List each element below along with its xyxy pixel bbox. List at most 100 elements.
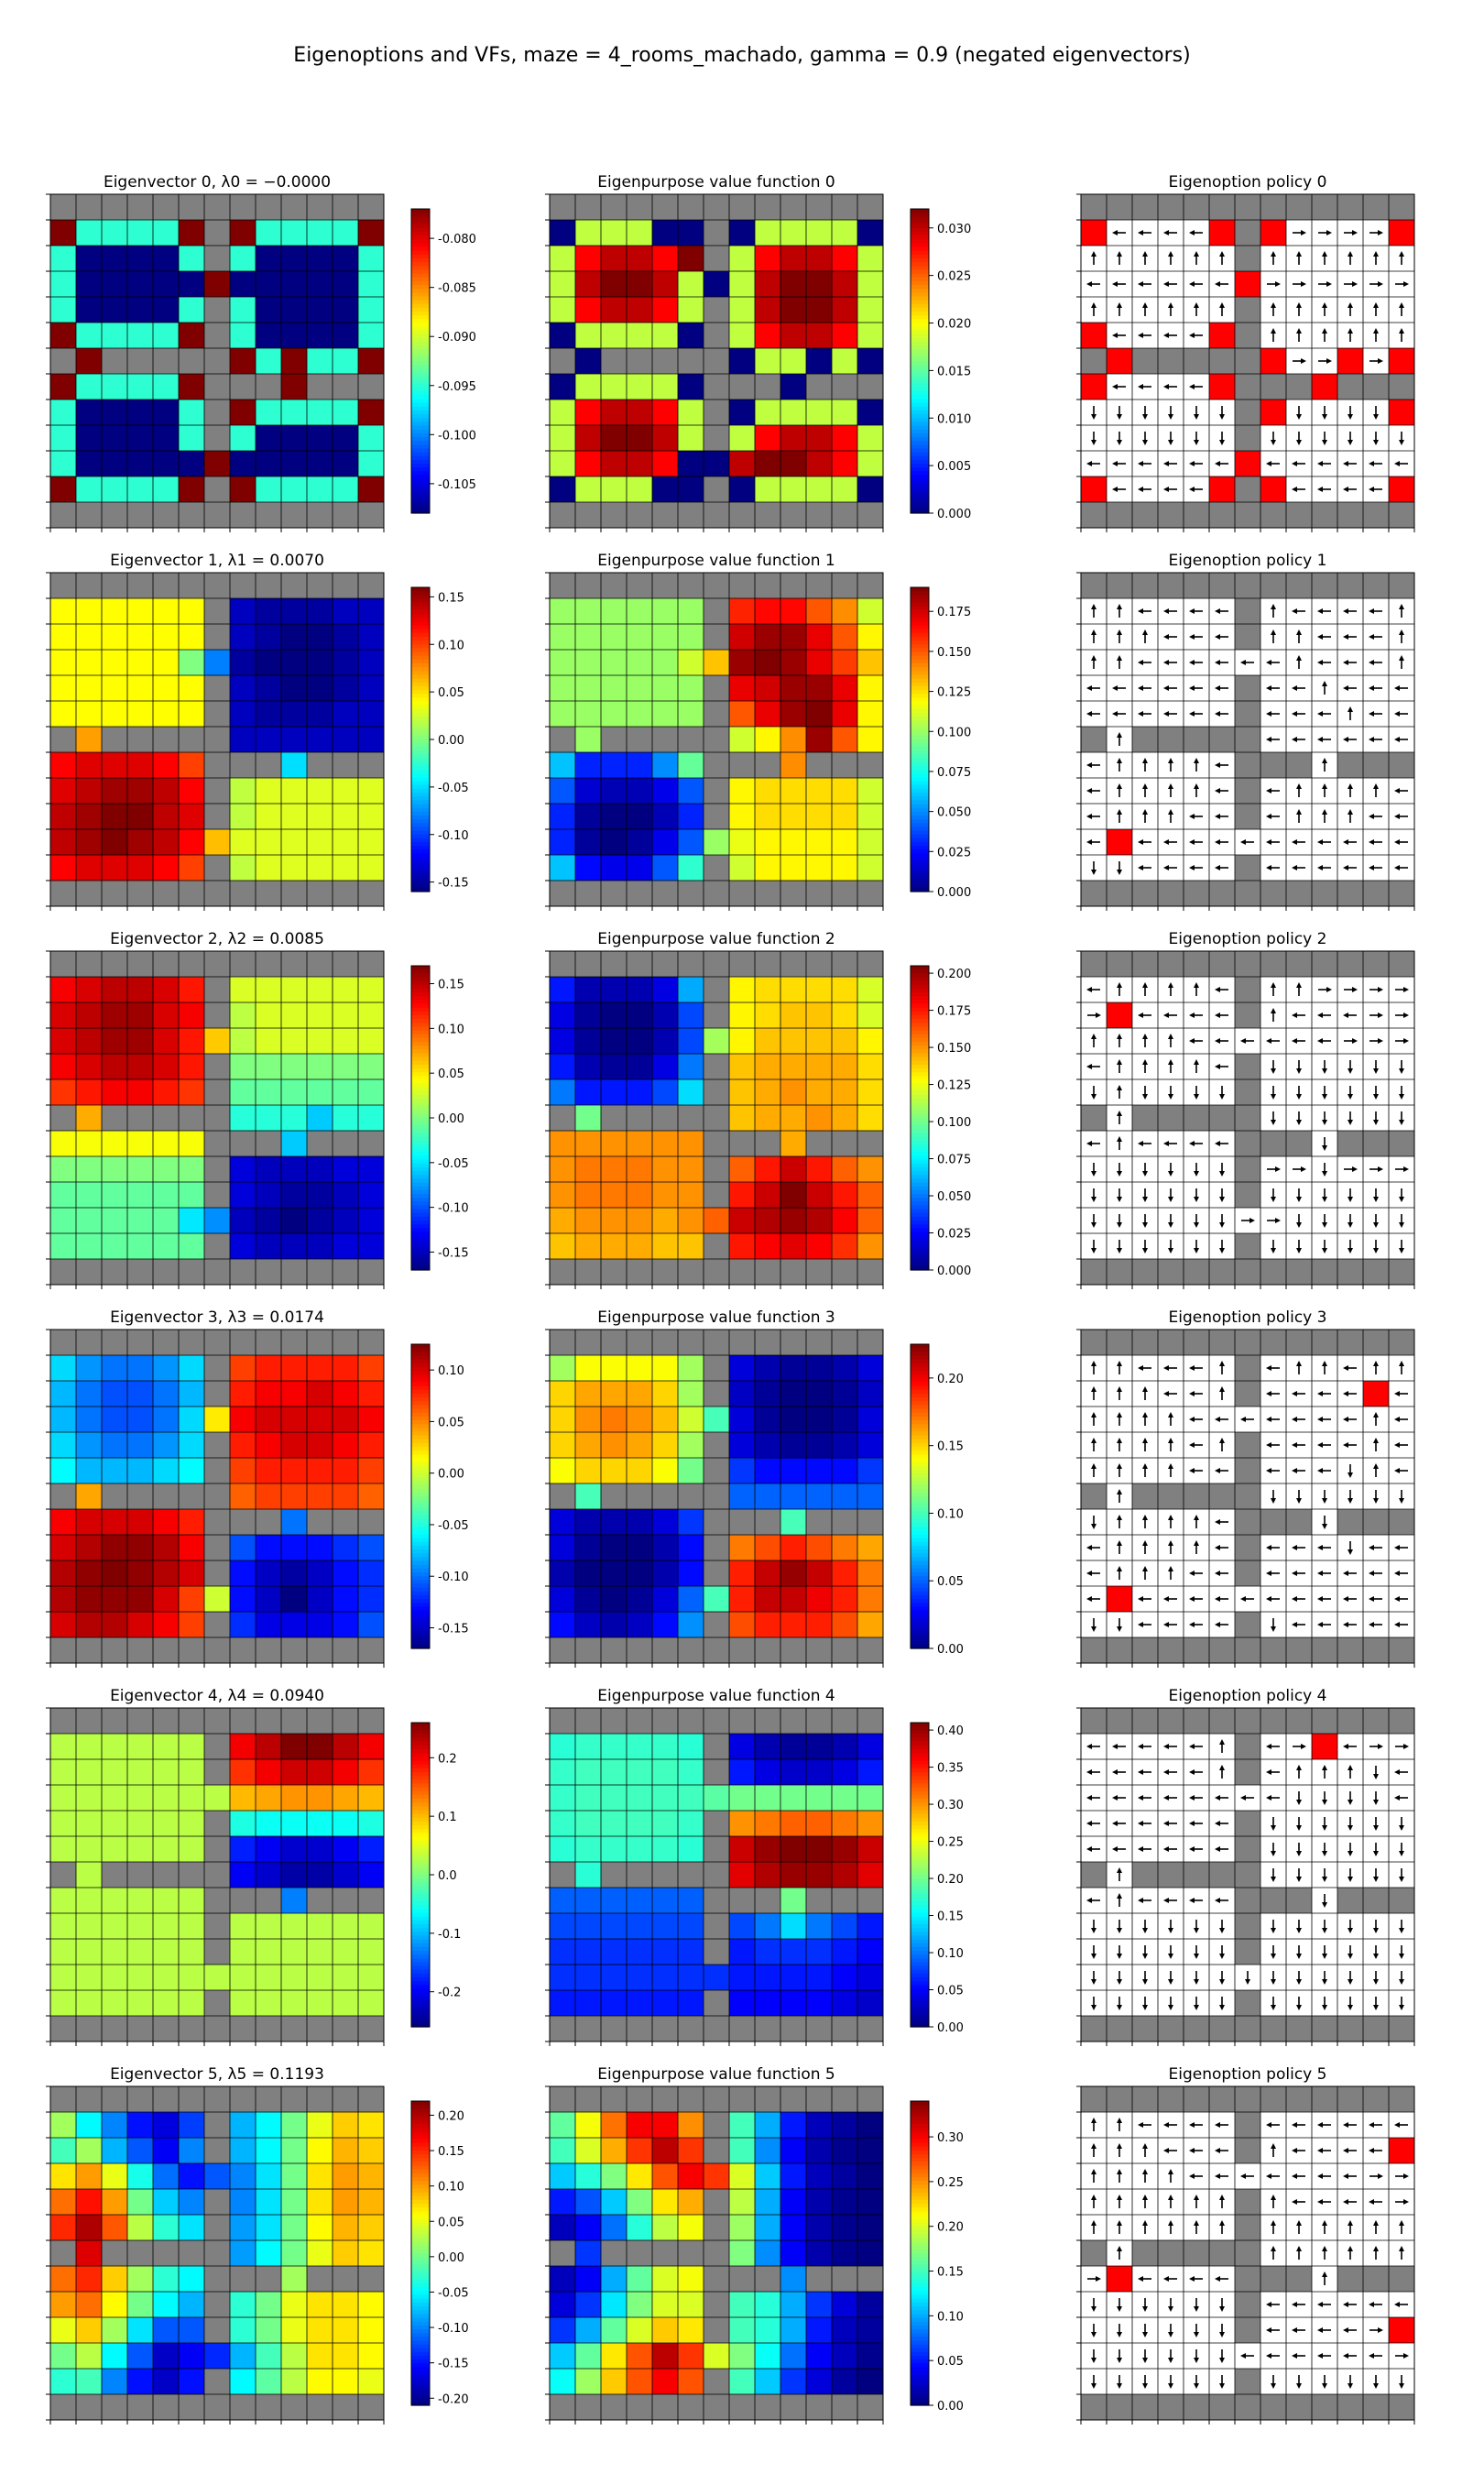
colorbar-segment xyxy=(411,969,430,974)
policy-arrow xyxy=(1117,432,1122,445)
colorbar-segment xyxy=(411,1262,430,1267)
colorbar-segment xyxy=(411,2291,430,2296)
policy-arrow xyxy=(1142,1086,1148,1100)
policy-arrow xyxy=(1292,839,1305,845)
heatmap-cell xyxy=(601,2138,627,2163)
heatmap-cell xyxy=(127,1990,153,2016)
heatmap-cell xyxy=(755,2292,780,2317)
heatmap-cell xyxy=(780,2292,806,2317)
heatmap-cell xyxy=(729,1990,755,2016)
heatmap-cell xyxy=(806,1836,832,1862)
colorbar-segment xyxy=(911,323,929,328)
heatmap-cell xyxy=(256,1054,281,1079)
heatmap-cell xyxy=(550,476,575,502)
colorbar: 0.100.050.00-0.05-0.10-0.15 xyxy=(410,1343,469,1649)
heatmap-cell xyxy=(806,1355,832,1381)
policy-arrow xyxy=(1091,1945,1097,1959)
heatmap-cell xyxy=(127,1233,153,1259)
colorbar-segment xyxy=(911,1000,929,1005)
colorbar-tick-label: -0.10 xyxy=(438,829,469,843)
heatmap-cell xyxy=(652,2138,678,2163)
colorbar-segment xyxy=(911,2245,929,2250)
colorbar-segment xyxy=(911,296,929,301)
colorbar-segment xyxy=(911,2184,929,2190)
colorbar-segment xyxy=(911,1859,929,1865)
policy-arrow xyxy=(1348,1971,1353,1985)
policy-arrow xyxy=(1138,1821,1151,1826)
heatmap-cell xyxy=(755,1483,780,1509)
heatmap-cell xyxy=(102,1560,127,1586)
heatmap-cell xyxy=(256,1785,281,1811)
heatmap-cell xyxy=(307,1054,333,1079)
heatmap-cell xyxy=(678,977,704,1002)
heatmap-cell xyxy=(832,1913,857,1939)
colorbar-segment xyxy=(911,482,929,487)
heatmap-cell xyxy=(832,1483,857,1509)
heatmap-cell xyxy=(179,2215,204,2240)
policy-arrow xyxy=(1322,1817,1327,1831)
heatmap-cell xyxy=(333,476,358,502)
colorbar-segment xyxy=(411,338,430,343)
heatmap-cell xyxy=(307,1586,333,1612)
heatmap-cell xyxy=(333,1586,358,1612)
colorbar-segment xyxy=(411,1859,430,1865)
colorbar-segment xyxy=(911,1166,929,1172)
colorbar-segment xyxy=(411,2261,430,2266)
colorbar-segment xyxy=(411,1212,430,1218)
heatmap-cell xyxy=(652,1458,678,1483)
policy-arrow xyxy=(1271,1490,1276,1504)
colorbar-segment xyxy=(911,410,929,415)
panel-4-1: Eigenpurpose value function 40.400.350.3… xyxy=(545,1687,964,2046)
heatmap-cell xyxy=(76,1836,102,1862)
heatmap-cell xyxy=(678,1208,704,1233)
heatmap-cell xyxy=(806,2138,832,2163)
heatmap-cell xyxy=(127,977,153,1002)
policy-arrow xyxy=(1189,1141,1203,1146)
heatmap-cell xyxy=(307,1432,333,1458)
heatmap-cell xyxy=(575,1836,601,1862)
heatmap-cell xyxy=(652,1535,678,1560)
colorbar-segment xyxy=(411,1783,430,1789)
heatmap-cell xyxy=(333,1560,358,1586)
policy-arrow xyxy=(1394,1596,1408,1602)
colorbar-segment xyxy=(911,800,929,805)
heatmap-cell xyxy=(678,701,704,727)
colorbar-segment xyxy=(911,1258,929,1264)
heatmap-cell xyxy=(601,1432,627,1458)
heatmap-cell xyxy=(729,2343,755,2369)
colorbar-segment xyxy=(411,1500,430,1505)
heatmap-cell xyxy=(627,1939,652,1965)
heatmap-cell xyxy=(857,1811,883,1836)
heatmap-cell xyxy=(358,2163,384,2189)
terminal-cell xyxy=(1389,2138,1414,2163)
terminal-cell xyxy=(1107,1586,1132,1612)
heatmap-cell xyxy=(601,425,627,451)
heatmap-cell xyxy=(755,2163,780,2189)
policy-arrow xyxy=(1344,987,1358,992)
heatmap-cell xyxy=(76,1028,102,1054)
policy-arrow xyxy=(1373,1971,1379,1985)
colorbar-segment xyxy=(411,1640,430,1646)
colorbar-segment xyxy=(411,1110,430,1115)
policy-arrow xyxy=(1138,2122,1151,2128)
heatmap-cell xyxy=(153,2189,179,2215)
policy-arrow xyxy=(1317,1442,1331,1448)
heatmap-cell xyxy=(153,1836,179,1862)
colorbar-segment xyxy=(911,1621,929,1626)
colorbar-segment xyxy=(411,1140,430,1145)
colorbar-segment xyxy=(411,2294,430,2300)
colorbar-segment xyxy=(911,1352,929,1357)
heatmap-cell xyxy=(832,400,857,425)
heatmap-cell xyxy=(780,374,806,400)
heatmap-cell xyxy=(76,1888,102,1913)
colorbar-segment xyxy=(411,2340,430,2346)
heatmap-cell xyxy=(256,804,281,829)
heatmap-cell xyxy=(102,1156,127,1182)
heatmap-cell xyxy=(575,2292,601,2317)
policy-arrow xyxy=(1343,2122,1357,2128)
heatmap-cell xyxy=(179,1355,204,1381)
colorbar-tick-label: 0.10 xyxy=(438,639,464,652)
heatmap-cell xyxy=(102,2138,127,2163)
colorbar-segment xyxy=(411,1416,430,1421)
colorbar-segment xyxy=(911,2370,929,2376)
